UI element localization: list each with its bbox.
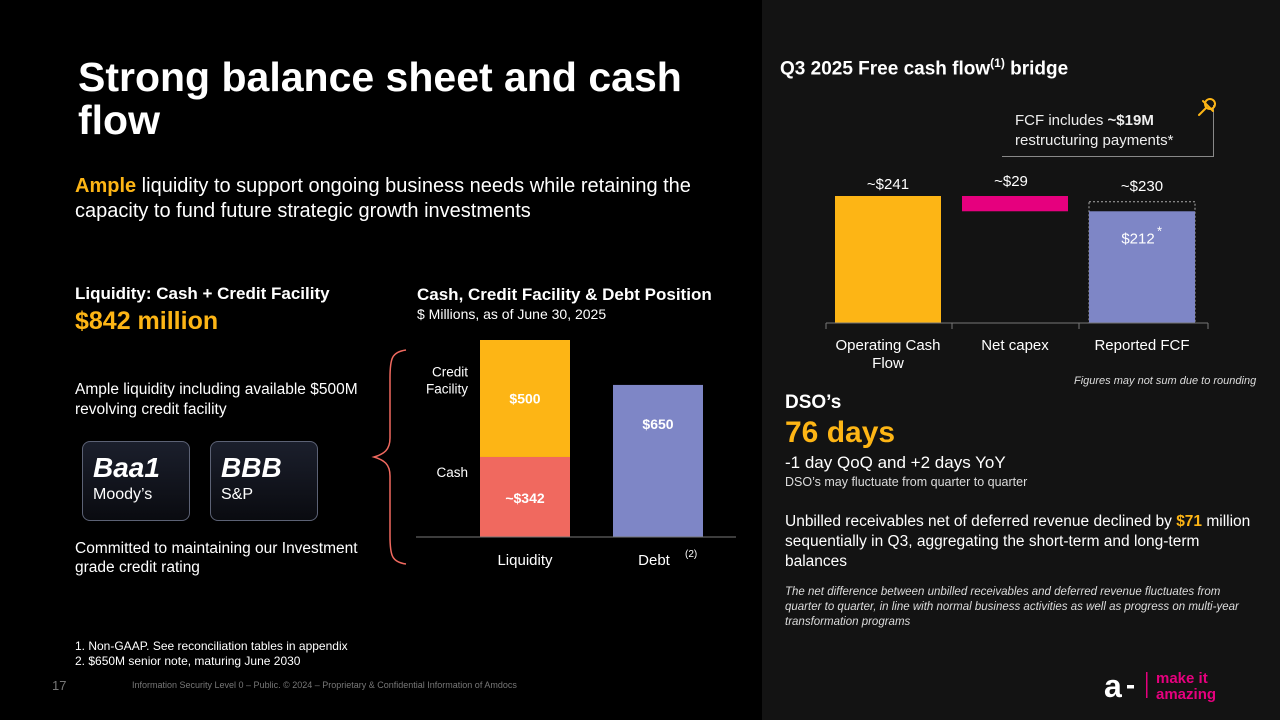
commitment-text: Committed to maintaining our Investment … xyxy=(75,540,358,576)
bar-net-capex xyxy=(962,196,1068,212)
rating-grade: BBB xyxy=(221,452,282,483)
tick-label: Debt xyxy=(638,552,671,569)
dso-change: -1 day QoQ and +2 days YoY xyxy=(785,453,1006,472)
data-label: $500 xyxy=(509,390,540,406)
dso-note: DSO’s may fluctuate from quarter to quar… xyxy=(785,475,1028,489)
pin-icon xyxy=(1198,98,1216,116)
intro-body: liquidity to support ongoing business ne… xyxy=(75,175,691,222)
callout-suffix: restructuring payments* xyxy=(1015,132,1174,149)
footnotes: 1. Non-GAAP. See reconciliation tables i… xyxy=(75,639,348,669)
data-label-marker: * xyxy=(1157,223,1162,238)
brand-line2: amazing xyxy=(1156,686,1216,703)
data-label: ~$241 xyxy=(867,176,909,193)
unbilled-suffix: million sequentially in Q3, aggregating … xyxy=(785,513,1251,570)
bar-reported-fcf xyxy=(1089,211,1195,323)
intro-text: Ample liquidity to support ongoing busin… xyxy=(75,174,695,224)
rounding-note: Figures may not sum due to rounding xyxy=(1074,375,1257,387)
liquidity-label: Liquidity: Cash + Credit Facility xyxy=(75,284,330,303)
segment-label: Facility xyxy=(426,381,468,396)
unbilled-amount: $71 xyxy=(1176,513,1203,530)
tick-label: Flow xyxy=(872,355,904,372)
category-note: (2) xyxy=(685,549,697,560)
page-title: Strong balance sheet and cash flow xyxy=(78,54,682,143)
unbilled-prefix: Unbilled receivables net of deferred rev… xyxy=(785,513,1177,530)
bar-debt xyxy=(613,384,703,537)
rating-grade: Baa1 xyxy=(93,452,160,483)
bar-cash xyxy=(480,456,570,537)
dso-label: DSO’s xyxy=(785,392,842,413)
segment-label: Credit xyxy=(432,364,468,379)
liquidity-description: Ample liquidity including available $500… xyxy=(75,381,358,418)
footnote: 2. $650M senior note, maturing June 2030 xyxy=(75,654,301,668)
left-panel xyxy=(0,0,762,720)
brand-line1: make it xyxy=(1156,670,1208,687)
rating-card-moodys: Baa1 Moody’s xyxy=(82,441,190,521)
tick-label: Net capex xyxy=(981,337,1049,354)
rating-agency: Moody’s xyxy=(93,486,153,503)
data-label: $650 xyxy=(642,416,673,432)
footer-text: Information Security Level 0 – Public. ©… xyxy=(132,680,517,690)
right-panel xyxy=(762,0,1280,720)
bar-credit-facility xyxy=(480,340,570,457)
segment-label: Cash xyxy=(436,465,468,480)
page-number: 17 xyxy=(52,678,67,693)
bar-operating-cash-flow xyxy=(835,196,941,323)
position-chart-subtitle: $ Millions, as of June 30, 2025 xyxy=(417,306,607,322)
unbilled-text: Unbilled receivables net of deferred rev… xyxy=(785,512,1255,572)
footnote: 1. Non-GAAP. See reconciliation tables i… xyxy=(75,639,348,653)
unbilled-italic-note: The net difference between unbilled rece… xyxy=(785,586,1239,628)
liquidity-value: $842 million xyxy=(75,307,219,335)
svg-text:a: a xyxy=(1104,668,1122,704)
position-chart: ~$342 $500 $650 Cash Credit Facility Liquidity… xyxy=(416,340,736,569)
callout-prefix: FCF includes xyxy=(1015,112,1108,129)
data-label: $212 xyxy=(1121,230,1154,247)
data-label: ~$342 xyxy=(505,490,545,506)
dso-value: 76 days xyxy=(785,416,896,449)
bridge-title-sup: (1) xyxy=(990,56,1005,70)
curly-brace xyxy=(371,349,407,565)
bridge-title-main: Q3 2025 Free cash flow xyxy=(780,58,991,80)
tick-label: Operating Cash xyxy=(835,337,940,354)
position-chart-title: Cash, Credit Facility & Debt Position xyxy=(417,285,712,304)
tick-label: Liquidity xyxy=(497,552,553,569)
tick-label: Reported FCF xyxy=(1094,337,1189,354)
fcf-callout: FCF includes ~$19M restructuring payment… xyxy=(1002,105,1214,157)
rating-card-sp: BBB S&P xyxy=(210,441,318,521)
bridge-chart-title: Q3 2025 Free cash flow(1) bridge xyxy=(780,56,1068,80)
data-label: ~$230 xyxy=(1121,178,1163,195)
bridge-title-suffix: bridge xyxy=(1004,58,1069,80)
data-label: ~$29 xyxy=(994,173,1028,190)
rating-agency: S&P xyxy=(221,486,254,503)
callout-bold: ~$19M xyxy=(1107,112,1154,129)
intro-highlight: Ample xyxy=(75,175,137,197)
amdocs-logo: a make it amazing xyxy=(1104,668,1216,704)
